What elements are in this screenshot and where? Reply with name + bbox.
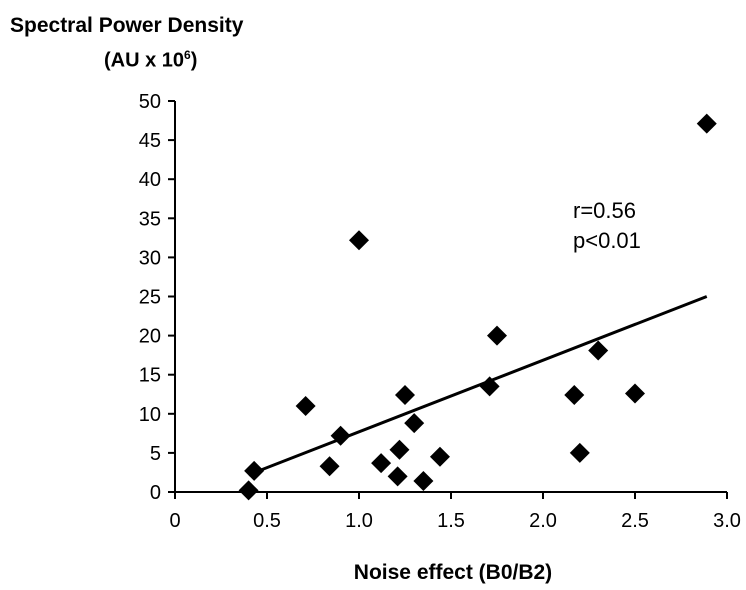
x-ticks: 0 0.5 1.0 1.5 2.0 2.5 3.0 <box>169 492 741 532</box>
x-tick-label: 2.0 <box>529 510 557 532</box>
y-axis-title: Spectral Power Density <box>10 14 244 37</box>
correlation-label: r=0.56 <box>573 198 636 223</box>
scatter-point <box>413 471 434 492</box>
data-points <box>238 113 717 501</box>
y-tick-label: 40 <box>139 169 161 191</box>
scatter-point <box>588 340 609 361</box>
scatter-point <box>569 442 590 463</box>
x-tick-label: 1.0 <box>345 510 373 532</box>
y-axis-unit-exponent: 6 <box>184 48 191 62</box>
scatter-point <box>371 453 392 474</box>
scatter-point <box>625 383 645 404</box>
y-ticks: 0 5 10 15 20 25 30 35 40 45 50 <box>139 91 175 504</box>
x-tick-label: 0 <box>169 510 180 532</box>
scatter-point <box>429 446 450 467</box>
y-axis-unit-end: ) <box>190 49 198 72</box>
y-tick-label: 25 <box>139 287 161 309</box>
x-axis-title: Noise effect (B0/B2) <box>353 561 553 584</box>
scatter-point <box>244 460 265 481</box>
y-tick-label: 5 <box>150 443 161 465</box>
scatter-point <box>349 230 369 251</box>
trendline <box>248 295 708 477</box>
y-tick-label: 45 <box>139 130 161 152</box>
y-tick-label: 20 <box>139 326 161 348</box>
x-tick-label: 0.5 <box>253 510 281 532</box>
scatter-point <box>319 456 340 477</box>
scatter-point <box>389 439 410 460</box>
scatter-point <box>564 385 585 406</box>
y-tick-label: 15 <box>139 365 161 387</box>
x-tick-label: 2.5 <box>621 510 649 532</box>
scatter-point <box>479 376 500 397</box>
y-tick-label: 0 <box>150 482 161 504</box>
scatter-point <box>387 466 408 487</box>
scatter-point <box>696 113 717 134</box>
y-axis-unit: (AU x 106) <box>104 48 197 73</box>
scatter-point <box>487 325 507 346</box>
scatter-point <box>238 480 259 501</box>
y-tick-label: 35 <box>139 208 161 230</box>
scatter-point <box>330 425 351 446</box>
p-value-label: p<0.01 <box>573 228 641 253</box>
y-tick-label: 50 <box>139 91 161 113</box>
scatter-point <box>404 413 425 434</box>
y-tick-label: 30 <box>139 247 161 269</box>
x-tick-label: 3.0 <box>713 510 741 532</box>
y-axis-unit-main: (AU x 10 <box>104 49 185 72</box>
y-tick-label: 10 <box>139 404 161 426</box>
x-tick-label: 1.5 <box>437 510 465 532</box>
scatter-point <box>295 395 316 416</box>
scatter-point <box>395 385 415 406</box>
